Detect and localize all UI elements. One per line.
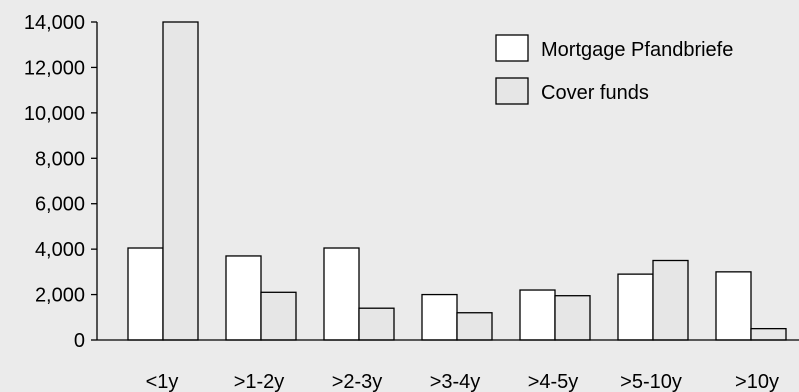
legend-swatch (495, 34, 529, 62)
bar-mortgage-pfandbriefe (323, 247, 360, 341)
bar-mortgage-pfandbriefe (519, 289, 556, 341)
y-tick-label: 14,000 (24, 12, 85, 34)
y-tick-label: 10,000 (24, 103, 85, 125)
x-category-label: >1-2y (234, 371, 285, 392)
bar-cover-funds (750, 327, 787, 341)
x-category-label: >3-4y (430, 371, 481, 392)
x-axis: <1y >1-2y >2-3y >3-4y >4-5y >5-10y >10y (97, 339, 799, 392)
x-category-label: >4-5y (528, 371, 579, 392)
y-tick-label: 6,000 (35, 194, 85, 216)
bar-cover-funds (162, 21, 199, 341)
x-category-label: >2-3y (332, 371, 383, 392)
bar-cover-funds (554, 295, 591, 341)
x-category-label: >10y (735, 371, 779, 392)
legend-label: Cover funds (541, 82, 649, 104)
y-tick-label: 0 (74, 330, 85, 352)
x-category-label: <1y (146, 371, 179, 392)
bar-mortgage-pfandbriefe (421, 293, 458, 341)
bar-cover-funds (652, 259, 689, 341)
legend-label: Mortgage Pfandbriefe (541, 39, 733, 61)
legend-swatch (495, 77, 529, 105)
y-tick-label: 2,000 (35, 285, 85, 307)
y-tick-label: 8,000 (35, 148, 85, 170)
bar-mortgage-pfandbriefe (715, 271, 752, 341)
x-category-label: >5-10y (620, 371, 682, 392)
bar-mortgage-pfandbriefe (225, 255, 262, 341)
bar-mortgage-pfandbriefe (617, 273, 654, 341)
legend: Mortgage Pfandbriefe Cover funds (495, 34, 733, 105)
bar-cover-funds (358, 307, 395, 341)
bars (127, 21, 787, 341)
bar-cover-funds (456, 312, 493, 341)
y-axis: 0 2,000 4,000 6,000 8,000 10,000 12,000 14,000 (24, 12, 98, 352)
y-tick-label: 4,000 (35, 239, 85, 261)
y-tick-label: 12,000 (24, 57, 85, 79)
bar-mortgage-pfandbriefe (127, 247, 164, 341)
bar-cover-funds (260, 291, 297, 341)
